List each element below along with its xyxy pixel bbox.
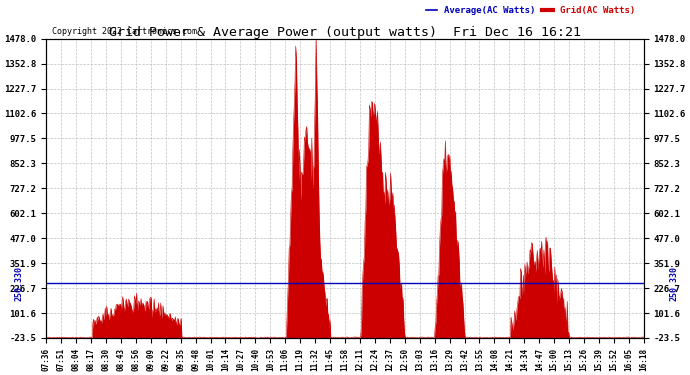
Text: 250.330: 250.330 bbox=[14, 266, 23, 301]
Text: 250.330: 250.330 bbox=[669, 266, 678, 301]
Text: Copyright 2022 Cartronics.com: Copyright 2022 Cartronics.com bbox=[52, 27, 197, 36]
Title: Grid Power & Average Power (output watts)  Fri Dec 16 16:21: Grid Power & Average Power (output watts… bbox=[109, 26, 581, 39]
Legend: Average(AC Watts), Grid(AC Watts): Average(AC Watts), Grid(AC Watts) bbox=[422, 3, 640, 19]
